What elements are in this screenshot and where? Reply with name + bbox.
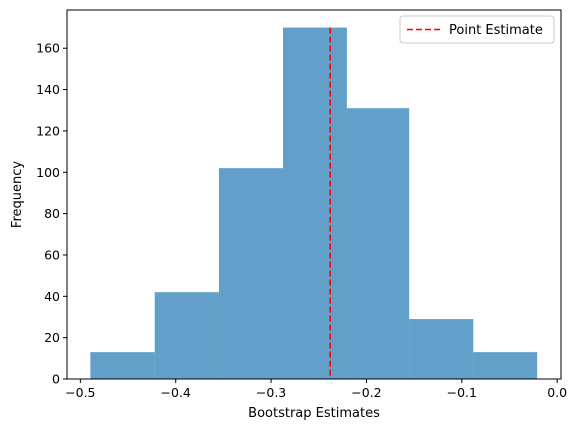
x-tick-label: −0.2 [351,385,381,400]
plot-frame [66,9,562,380]
x-axis-ticks: −0.5 −0.4 −0.3 −0.2 −0.1 0.0 [65,379,567,400]
histogram-bars [90,27,538,380]
legend-label-point-estimate: Point Estimate [449,23,543,38]
y-tick-label: 100 [36,165,60,180]
y-tick-label: 60 [44,247,60,262]
y-tick-label: 80 [44,206,60,221]
legend-box [399,15,555,44]
y-tick-label: 20 [44,330,60,345]
y-tick-label: 40 [44,289,60,304]
y-tick-label: 140 [36,82,60,97]
axes [66,9,562,380]
y-tick-label: 160 [36,41,60,56]
histogram-bar-2 [218,168,284,379]
y-axis-label: Frequency [10,161,25,228]
histogram-bar-6 [473,352,538,379]
y-axis-ticks: 0 20 40 60 80 100 120 140 160 [36,41,67,387]
histogram-bar-3 [283,27,347,379]
histogram-bar-1 [154,292,219,379]
x-axis-label: Bootstrap Estimates [248,406,380,421]
x-tick-label: −0.5 [65,385,95,400]
y-tick-label: 0 [52,372,60,387]
histogram-bar-0 [90,352,155,379]
y-tick-label: 120 [36,123,60,138]
x-tick-label: −0.1 [447,385,477,400]
x-tick-label: −0.4 [161,385,191,400]
histogram-bar-5 [409,319,474,379]
histogram-bar-4 [346,108,410,380]
legend: Point Estimate [399,15,555,44]
x-tick-label: −0.3 [256,385,286,400]
x-tick-label: 0.0 [547,385,567,400]
